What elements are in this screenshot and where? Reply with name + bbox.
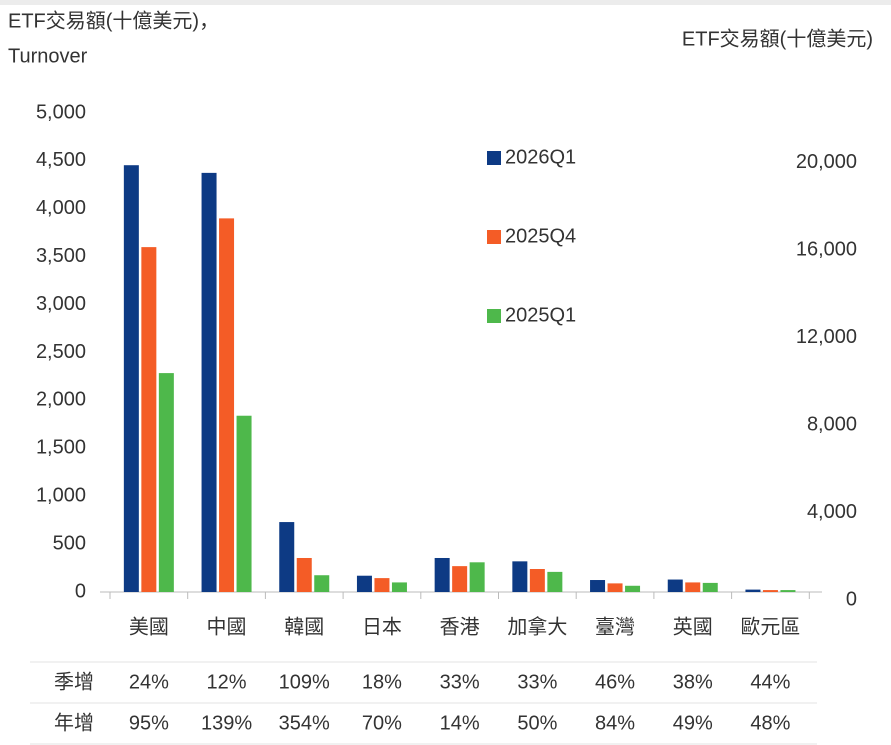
bar <box>314 575 330 592</box>
bar <box>123 165 139 592</box>
y-tick-label: 1,500 <box>36 437 86 459</box>
y-tick-label: 0 <box>75 580 86 602</box>
top-strip <box>0 0 891 5</box>
table-cell: 49% <box>673 712 713 734</box>
bar <box>236 415 252 592</box>
legend-label: 2026Q1 <box>505 146 576 168</box>
bar <box>667 579 683 592</box>
y2-tick-label: 16,000 <box>796 238 857 260</box>
table-cell: 46% <box>595 671 635 693</box>
table-row-header: 年增 <box>54 711 94 734</box>
x-tick-label: 韓國 <box>284 615 324 638</box>
bar <box>625 585 641 592</box>
bar <box>745 589 761 592</box>
table-cell: 354% <box>279 712 330 734</box>
y2-tick-label: 0 <box>846 588 857 610</box>
bar <box>452 566 468 592</box>
y-axis-label: ETF交易額(十億美元)， <box>8 9 219 32</box>
bar <box>434 557 450 592</box>
bar <box>780 590 796 592</box>
bar <box>762 590 778 592</box>
table-cell: 33% <box>440 671 480 693</box>
y2-tick-label: 8,000 <box>807 413 857 435</box>
y-tick-label: 3,500 <box>36 245 86 267</box>
x-tick-label: 香港 <box>440 615 480 638</box>
bar <box>374 578 390 592</box>
bar <box>607 583 623 592</box>
bar <box>296 557 312 592</box>
table-cell: 84% <box>595 712 635 734</box>
bar <box>141 247 157 592</box>
bar <box>469 562 485 592</box>
y2-tick-label: 12,000 <box>796 326 857 348</box>
y-tick-label: 2,500 <box>36 341 86 363</box>
bar <box>201 172 217 592</box>
bar <box>158 373 174 592</box>
x-tick-label: 英國 <box>673 615 713 638</box>
table-cell: 109% <box>279 671 330 693</box>
y-tick-label: 5,000 <box>36 101 86 123</box>
table-cell: 44% <box>750 671 790 693</box>
bar <box>219 218 235 592</box>
x-tick-label: 臺灣 <box>595 615 635 638</box>
x-tick-label: 中國 <box>207 615 247 638</box>
y-tick-label: 500 <box>53 532 86 554</box>
legend-label: 2025Q1 <box>505 304 576 326</box>
y-tick-label: 1,000 <box>36 484 86 506</box>
table-cell: 12% <box>207 671 247 693</box>
table-cell: 48% <box>750 712 790 734</box>
bar <box>702 582 718 592</box>
bar <box>512 561 528 592</box>
legend-label: 2025Q4 <box>505 225 576 247</box>
y-tick-label: 4,000 <box>36 197 86 219</box>
y-tick-label: 4,500 <box>36 149 86 171</box>
bar <box>356 575 372 592</box>
table-cell: 70% <box>362 712 402 734</box>
bar <box>529 569 545 592</box>
table-cell: 95% <box>129 712 169 734</box>
table-cell: 50% <box>517 712 557 734</box>
x-tick-label: 美國 <box>129 615 169 638</box>
table-row-header: 季增 <box>54 670 94 693</box>
x-tick-label: 歐元區 <box>740 615 800 638</box>
bar <box>547 571 563 592</box>
table-cell: 139% <box>201 712 252 734</box>
bar <box>391 582 407 592</box>
y2-tick-label: 4,000 <box>807 501 857 523</box>
table-cell: 18% <box>362 671 402 693</box>
y-axis-label: Turnover <box>8 45 88 67</box>
table-cell: 33% <box>517 671 557 693</box>
y2-axis-label: ETF交易額(十億美元) <box>682 27 873 50</box>
x-tick-label: 日本 <box>362 615 402 638</box>
legend-swatch <box>487 230 501 244</box>
y-tick-label: 2,000 <box>36 389 86 411</box>
legend-swatch <box>487 151 501 165</box>
table-cell: 14% <box>440 712 480 734</box>
y2-tick-label: 20,000 <box>796 151 857 173</box>
table-cell: 24% <box>129 671 169 693</box>
y-tick-label: 3,000 <box>36 293 86 315</box>
bar <box>685 582 701 592</box>
table-cell: 38% <box>673 671 713 693</box>
bar <box>279 522 295 592</box>
bar <box>590 580 606 592</box>
legend-swatch <box>487 309 501 323</box>
x-tick-label: 加拿大 <box>507 614 567 638</box>
